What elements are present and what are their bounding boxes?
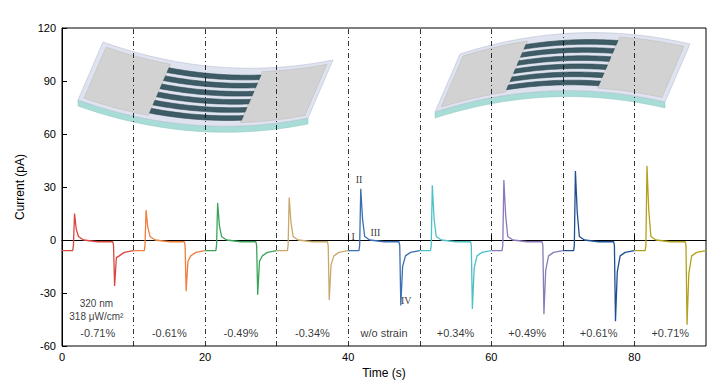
svg-text:+0.61%: +0.61% xyxy=(580,327,618,339)
svg-text:-30: -30 xyxy=(40,287,56,299)
svg-text:I: I xyxy=(352,231,355,242)
svg-text:0: 0 xyxy=(59,351,65,363)
svg-text:III: III xyxy=(370,227,380,238)
svg-text:II: II xyxy=(356,174,363,185)
svg-text:120: 120 xyxy=(38,22,56,34)
svg-text:30: 30 xyxy=(44,181,56,193)
svg-text:60: 60 xyxy=(44,128,56,140)
svg-text:+0.71%: +0.71% xyxy=(651,327,689,339)
svg-text:-60: -60 xyxy=(40,340,56,352)
svg-text:-0.71%: -0.71% xyxy=(80,327,115,339)
svg-text:320 nm: 320 nm xyxy=(80,298,113,309)
svg-text:Time (s): Time (s) xyxy=(362,366,406,380)
svg-text:-0.49%: -0.49% xyxy=(223,327,258,339)
svg-text:+0.49%: +0.49% xyxy=(508,327,546,339)
svg-text:318 μW/cm²: 318 μW/cm² xyxy=(69,311,124,322)
svg-text:-0.61%: -0.61% xyxy=(152,327,187,339)
svg-text:40: 40 xyxy=(342,351,354,363)
svg-text:-0.34%: -0.34% xyxy=(295,327,330,339)
svg-text:80: 80 xyxy=(628,351,640,363)
svg-text:20: 20 xyxy=(199,351,211,363)
svg-text:+0.34%: +0.34% xyxy=(437,327,475,339)
svg-text:0: 0 xyxy=(50,234,56,246)
svg-text:60: 60 xyxy=(485,351,497,363)
svg-text:w/o strain: w/o strain xyxy=(359,327,407,339)
svg-text:90: 90 xyxy=(44,75,56,87)
svg-text:Current (pA): Current (pA) xyxy=(13,154,27,220)
svg-text:IV: IV xyxy=(401,295,412,306)
